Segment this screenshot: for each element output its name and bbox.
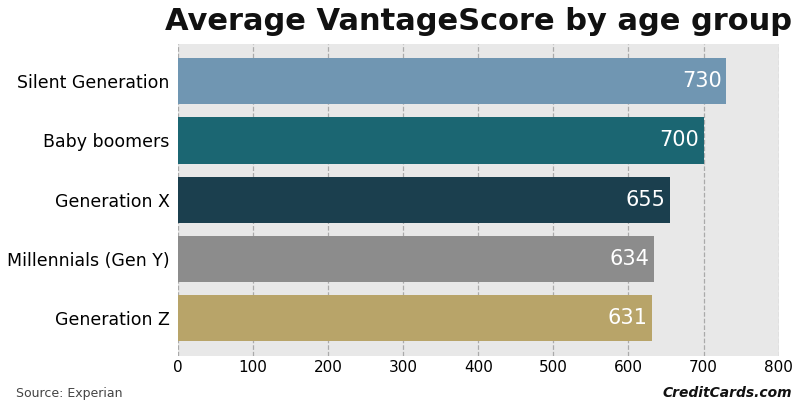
- Bar: [178, 58, 726, 104]
- Text: 631: 631: [607, 308, 647, 328]
- Text: 655: 655: [626, 189, 666, 210]
- Text: 634: 634: [610, 249, 650, 269]
- Bar: [178, 295, 652, 341]
- Bar: [178, 177, 670, 223]
- Text: Source: Experian: Source: Experian: [16, 387, 122, 400]
- Text: 700: 700: [659, 130, 699, 150]
- Text: CreditCards.com: CreditCards.com: [662, 386, 792, 400]
- Bar: [178, 236, 654, 282]
- Text: 730: 730: [682, 71, 722, 91]
- Title: Average VantageScore by age group: Average VantageScore by age group: [165, 7, 792, 36]
- Bar: [178, 117, 703, 164]
